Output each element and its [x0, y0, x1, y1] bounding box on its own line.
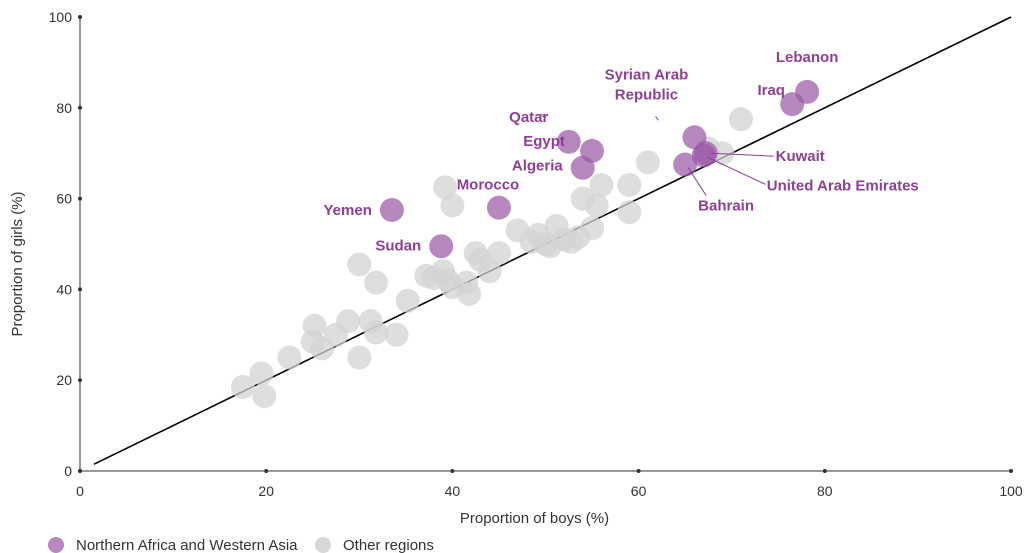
highlight-point [429, 234, 454, 259]
x-tick-label: 40 [445, 483, 461, 499]
other-region-point [477, 259, 502, 284]
other-region-point [347, 252, 372, 277]
x-tick-mark [264, 469, 269, 473]
x-tick-label: 80 [817, 483, 833, 499]
legend-label-other: Other regions [343, 537, 434, 553]
other-region-point [440, 193, 465, 218]
point-label: Syrian Arab Republic [605, 66, 689, 103]
y-axis-title: Proportion of girls (%) [9, 191, 26, 336]
other-region-point [302, 313, 327, 338]
highlight-point [486, 195, 511, 220]
y-tick-mark [78, 15, 82, 19]
point-label: Algeria [512, 158, 564, 175]
label-leader-line [711, 152, 774, 157]
y-tick-label: 40 [56, 281, 72, 297]
legend-marker-other [315, 537, 331, 553]
y-tick-label: 60 [56, 191, 72, 207]
axes: 0 20 40 60 80 100 0 20 40 60 80 100 Proportion of bo… [9, 9, 1023, 527]
x-tick-mark [1009, 469, 1013, 473]
point-label: Yemen [324, 202, 372, 219]
other-region-point [384, 322, 409, 347]
point-label: United Arab Emirates [767, 177, 919, 194]
other-region-point [252, 384, 277, 409]
other-region-point [457, 281, 482, 306]
y-tick-label: 80 [56, 100, 72, 116]
highlight-point [556, 129, 581, 154]
point-label: Lebanon [776, 49, 839, 66]
y-tick-label: 100 [49, 9, 73, 25]
x-tick-label: 100 [999, 483, 1023, 499]
highlight-point [673, 152, 698, 177]
point-label: Egypt [523, 133, 565, 150]
other-region-point [364, 320, 389, 345]
y-tick-mark [78, 196, 82, 201]
x-tick-label: 20 [258, 483, 274, 499]
x-tick-label: 0 [76, 483, 84, 499]
other-region-point [336, 309, 361, 334]
point-label: Kuwait [776, 148, 825, 165]
point-label: Iraq [757, 82, 785, 99]
other-region-point [364, 270, 389, 295]
point-label: Qatar [509, 109, 548, 126]
other-region-point [635, 150, 660, 175]
x-tick-mark [450, 469, 455, 473]
other-region-point [277, 345, 302, 370]
label-leader-line [707, 157, 766, 185]
highlight-point [379, 197, 404, 222]
other-region-point [486, 241, 511, 266]
x-axis-title: Proportion of boys (%) [460, 510, 609, 527]
point-label: Morocco [457, 177, 520, 194]
label-leader-line [687, 167, 707, 196]
x-tick-mark [822, 469, 827, 473]
y-tick-mark [78, 469, 82, 473]
point-label: Bahrain [698, 198, 754, 215]
other-region-point [710, 141, 735, 166]
y-tick-mark [78, 378, 82, 383]
other-region-point [432, 175, 457, 200]
other-region-point [395, 288, 420, 313]
label-leader-line [540, 113, 545, 118]
other-region-point [729, 107, 754, 132]
x-tick-label: 60 [631, 483, 647, 499]
other-regions-points [230, 107, 754, 409]
other-region-point [580, 216, 605, 241]
other-region-point [589, 172, 614, 197]
y-tick-label: 20 [56, 372, 72, 388]
other-region-point [347, 345, 372, 370]
other-region-point [230, 375, 255, 400]
highlight-point [691, 143, 716, 168]
highlight-point [780, 92, 805, 117]
x-tick-mark [636, 469, 641, 473]
legend-marker-highlight [48, 537, 64, 553]
y-tick-label: 0 [64, 463, 72, 479]
legend: Northern Africa and Western Asia Other re… [48, 537, 434, 553]
other-region-point [617, 172, 642, 197]
highlight-labels: Lebanon Iraq Syrian Arab Republic Qatar Egypt… [324, 49, 919, 254]
label-leader-line [655, 116, 659, 121]
point-label: Sudan [375, 237, 421, 254]
other-region-point [584, 193, 609, 218]
other-region-point [617, 200, 642, 225]
highlight-point [570, 155, 595, 180]
other-region-point [249, 361, 274, 386]
y-tick-mark [78, 105, 82, 110]
y-tick-mark [78, 287, 82, 292]
legend-label-highlight: Northern Africa and Western Asia [76, 537, 298, 553]
